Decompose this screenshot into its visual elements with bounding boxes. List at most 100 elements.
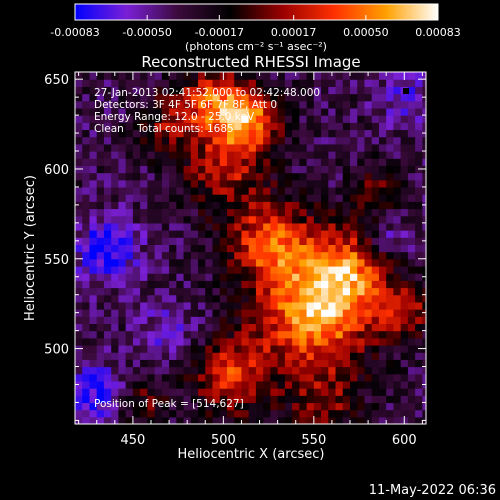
heatmap-cell: [118, 237, 127, 245]
heatmap-cell: [321, 107, 329, 116]
heatmap-cell: [140, 402, 148, 411]
heatmap-cell: [190, 93, 199, 102]
heatmap-cell: [82, 201, 91, 210]
heatmap-cell: [140, 230, 148, 238]
heatmap-cell: [241, 287, 250, 296]
heatmap-cell: [321, 416, 329, 424]
peak-marker: [403, 88, 409, 94]
heatmap-cell: [96, 287, 105, 296]
heatmap-cell: [154, 395, 163, 404]
heatmap-cell: [357, 309, 366, 317]
heatmap-cell: [386, 172, 395, 181]
heatmap-cell: [263, 273, 271, 281]
heatmap-cell: [328, 222, 337, 231]
heatmap-cell: [371, 79, 380, 87]
heatmap-cell: [299, 294, 308, 303]
heatmap-cell: [284, 222, 293, 231]
heatmap-cell: [118, 273, 127, 281]
heatmap-cell: [140, 143, 148, 152]
heatmap-cell: [371, 208, 380, 217]
heatmap-cell: [198, 215, 206, 224]
heatmap-cell: [190, 151, 199, 159]
date-stamp: 11-May-2022 06:36: [369, 483, 496, 498]
heatmap-cell: [198, 337, 206, 346]
heatmap-cell: [154, 222, 163, 231]
heatmap-cell: [357, 287, 366, 296]
heatmap-cell: [147, 201, 156, 210]
heatmap-cell: [364, 237, 373, 245]
heatmap-cell: [219, 201, 228, 210]
heatmap-cell: [234, 93, 243, 102]
heatmap-cell: [96, 208, 105, 217]
heatmap-cell: [292, 107, 300, 116]
heatmap-cell: [161, 72, 170, 80]
heatmap-cell: [263, 366, 271, 375]
heatmap-cell: [212, 251, 221, 260]
heatmap-cell: [306, 186, 315, 195]
heatmap-cell: [321, 265, 329, 274]
heatmap-cell: [212, 201, 221, 210]
heatmap-cell: [335, 366, 344, 375]
heatmap-cell: [205, 265, 214, 274]
heatmap-cell: [103, 323, 112, 332]
heatmap-cell: [284, 416, 293, 424]
heatmap-cell: [255, 352, 264, 360]
heatmap-cell: [219, 115, 228, 123]
heatmap-cell: [321, 172, 329, 181]
heatmap-cell: [393, 323, 402, 332]
heatmap-cell: [161, 359, 170, 368]
heatmap-cell: [393, 72, 402, 80]
heatmap-cell: [154, 366, 163, 375]
heatmap-cell: [212, 330, 221, 339]
heatmap-cell: [299, 222, 308, 231]
heatmap-cell: [299, 208, 308, 217]
heatmap-cell: [378, 151, 387, 159]
heatmap-cell: [248, 115, 257, 123]
heatmap-cell: [292, 352, 300, 360]
heatmap-cell: [140, 194, 148, 202]
heatmap-cell: [393, 222, 402, 231]
heatmap-cell: [111, 265, 120, 274]
heatmap-cell: [205, 359, 214, 368]
heatmap-cell: [140, 309, 148, 317]
heatmap-cell: [169, 86, 177, 95]
heatmap-cell: [176, 258, 185, 267]
heatmap-cell: [284, 151, 293, 159]
heatmap-cell: [161, 151, 170, 159]
heatmap-cell: [234, 287, 243, 296]
heatmap-cell: [422, 179, 426, 188]
heatmap-cell: [284, 359, 293, 368]
heatmap-cell: [212, 129, 221, 138]
heatmap-cell: [212, 172, 221, 181]
heatmap-cell: [212, 86, 221, 95]
heatmap-cell: [335, 122, 344, 131]
heatmap-cell: [219, 93, 228, 102]
heatmap-cell: [400, 265, 409, 274]
heatmap-cell: [378, 244, 387, 253]
heatmap-cell: [407, 359, 416, 368]
heatmap-cell: [111, 208, 120, 217]
heatmap-cell: [154, 251, 163, 260]
heatmap-cell: [248, 179, 257, 188]
heatmap-cell: [190, 215, 199, 224]
heatmap-cell: [125, 388, 134, 396]
heatmap-cell: [103, 179, 112, 188]
heatmap-cell: [75, 409, 83, 418]
heatmap-cell: [371, 359, 380, 368]
heatmap-cell: [118, 337, 127, 346]
heatmap-cell: [176, 179, 185, 188]
heatmap-cell: [248, 100, 257, 109]
heatmap-cell: [248, 129, 257, 138]
heatmap-cell: [364, 129, 373, 138]
heatmap-cell: [103, 194, 112, 202]
heatmap-cell: [96, 151, 105, 159]
heatmap-cell: [350, 201, 358, 210]
heatmap-cell: [183, 86, 192, 95]
heatmap-cell: [75, 316, 83, 325]
heatmap-cell: [205, 416, 214, 424]
heatmap-cell: [350, 136, 358, 145]
heatmap-cell: [183, 158, 192, 166]
heatmap-cell: [270, 309, 279, 317]
heatmap-cell: [357, 172, 366, 181]
heatmap-cell: [299, 309, 308, 317]
